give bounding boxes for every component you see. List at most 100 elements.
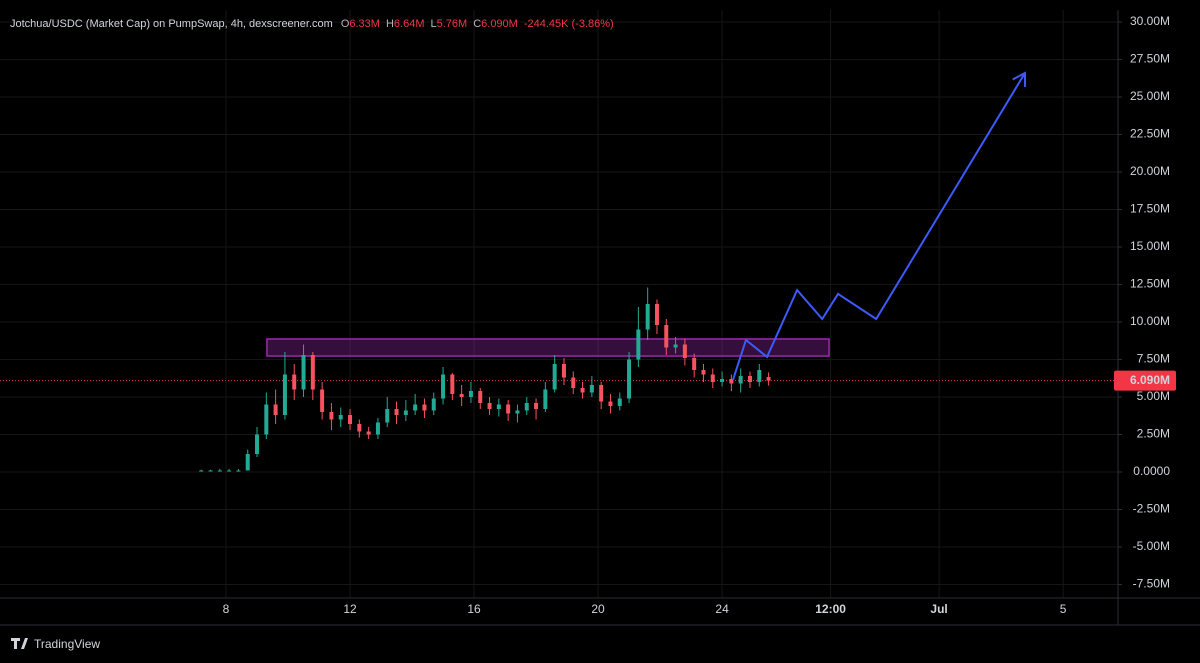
x-tick-label: 24: [715, 602, 729, 616]
x-tick-label: 16: [467, 602, 481, 616]
x-tick-label: 20: [591, 602, 605, 616]
plot: [0, 71, 1118, 472]
candle-body: [580, 388, 585, 393]
header-item: 6.090M: [481, 18, 518, 30]
x-tick-label: Jul: [930, 602, 947, 616]
candle-body: [710, 374, 715, 382]
grid: [0, 10, 1118, 598]
candle-body: [301, 355, 306, 390]
header: Jotchua/USDC (Market Cap) on PumpSwap, 4…: [10, 18, 614, 30]
candle-body: [208, 470, 213, 472]
candle-body: [348, 415, 353, 424]
candle-body: [403, 410, 408, 415]
candle-body: [599, 385, 604, 402]
candle-body: [450, 374, 455, 394]
candle-body: [738, 376, 743, 384]
y-tick-label: 22.50M: [1130, 127, 1170, 141]
candle-body: [617, 398, 622, 406]
candle-body: [459, 394, 464, 397]
header-text: Jotchua/USDC (Market Cap) on PumpSwap, 4…: [10, 18, 614, 30]
projection-arrowhead: [1012, 71, 1026, 88]
footer-text: TradingView: [34, 637, 100, 651]
header-item: Jotchua/USDC (Market Cap) on PumpSwap, 4…: [10, 18, 333, 30]
candle-body: [636, 329, 641, 360]
candle-body: [282, 374, 287, 415]
y-tick-label: 5.00M: [1137, 389, 1170, 403]
candle-body: [310, 355, 315, 390]
candle-body: [729, 379, 734, 384]
candle-body: [413, 404, 418, 411]
candle-body: [357, 424, 362, 432]
candle-body: [627, 359, 632, 399]
footer-logo: TradingView: [11, 637, 100, 651]
candle-body: [217, 470, 222, 472]
y-tick-label: 0.0000: [1133, 464, 1170, 478]
x-tick-label: 5: [1060, 602, 1067, 616]
y-tick-label: 30.00M: [1130, 14, 1170, 28]
candle-body: [273, 404, 278, 415]
candle-body: [571, 377, 576, 388]
candle-body: [757, 370, 762, 382]
candle-body: [608, 401, 613, 406]
candle-body: [468, 391, 473, 397]
header-item: L: [430, 18, 436, 30]
candle-body: [441, 374, 446, 399]
candle-body: [329, 412, 334, 420]
y-tick-label: 12.50M: [1130, 277, 1170, 291]
candle-body: [487, 403, 492, 409]
y-tick-label: -5.00M: [1133, 539, 1170, 553]
x-tick-label: 12: [343, 602, 357, 616]
header-item: 6.33M: [349, 18, 380, 30]
candle-body: [375, 422, 380, 435]
candle-body: [199, 470, 204, 472]
candle-body: [766, 377, 771, 381]
header-item: O: [341, 18, 350, 30]
candle-body: [701, 370, 706, 375]
candle-body: [394, 409, 399, 415]
y-tick-label: 10.00M: [1130, 314, 1170, 328]
candle-body: [524, 403, 529, 411]
y-tick-label: 27.50M: [1130, 52, 1170, 66]
last-price-label: 6.090M: [1130, 373, 1170, 387]
y-tick-label: 7.50M: [1137, 352, 1170, 366]
y-tick-label: -2.50M: [1133, 502, 1170, 516]
candle-body: [264, 404, 269, 435]
candle-body: [236, 470, 241, 472]
candle-body: [245, 454, 250, 471]
x-tick-label: 12:00: [815, 602, 846, 616]
candle-body: [366, 431, 371, 435]
candle-body: [515, 410, 520, 414]
y-tick-label: 17.50M: [1130, 202, 1170, 216]
header-item: 5.76M: [437, 18, 468, 30]
candle-body: [682, 344, 687, 358]
candle-body: [431, 398, 436, 411]
header-item: H: [386, 18, 394, 30]
candle-body: [255, 434, 260, 454]
y-tick-label: 25.00M: [1130, 89, 1170, 103]
projection-line: [731, 72, 1026, 381]
candle-body: [478, 391, 483, 403]
candle-body: [534, 403, 539, 409]
candle-body: [422, 404, 427, 411]
y-tick-label: -7.50M: [1133, 577, 1170, 591]
candle-body: [664, 325, 669, 348]
candle-body: [227, 470, 232, 472]
candle-body: [338, 415, 343, 420]
header-item: 6.64M: [394, 18, 425, 30]
header-item: -244.45K (-3.86%): [524, 18, 614, 30]
zone: [266, 338, 830, 357]
candle-body: [496, 404, 501, 409]
last-price-badge: [1114, 370, 1176, 391]
y-tick-label: 2.50M: [1137, 427, 1170, 441]
candle-body: [385, 409, 390, 423]
header-item: C: [473, 18, 481, 30]
y-tick-label: 20.00M: [1130, 164, 1170, 178]
logo-icon: [11, 638, 28, 649]
candle-body: [552, 364, 557, 390]
candle-body: [645, 304, 650, 330]
axes: 30.00M 27.50M 25.00M 22.50M 20.00M 17.50M 15.0…: [223, 14, 1176, 616]
candle-body: [720, 379, 725, 382]
candle-body: [747, 376, 752, 382]
